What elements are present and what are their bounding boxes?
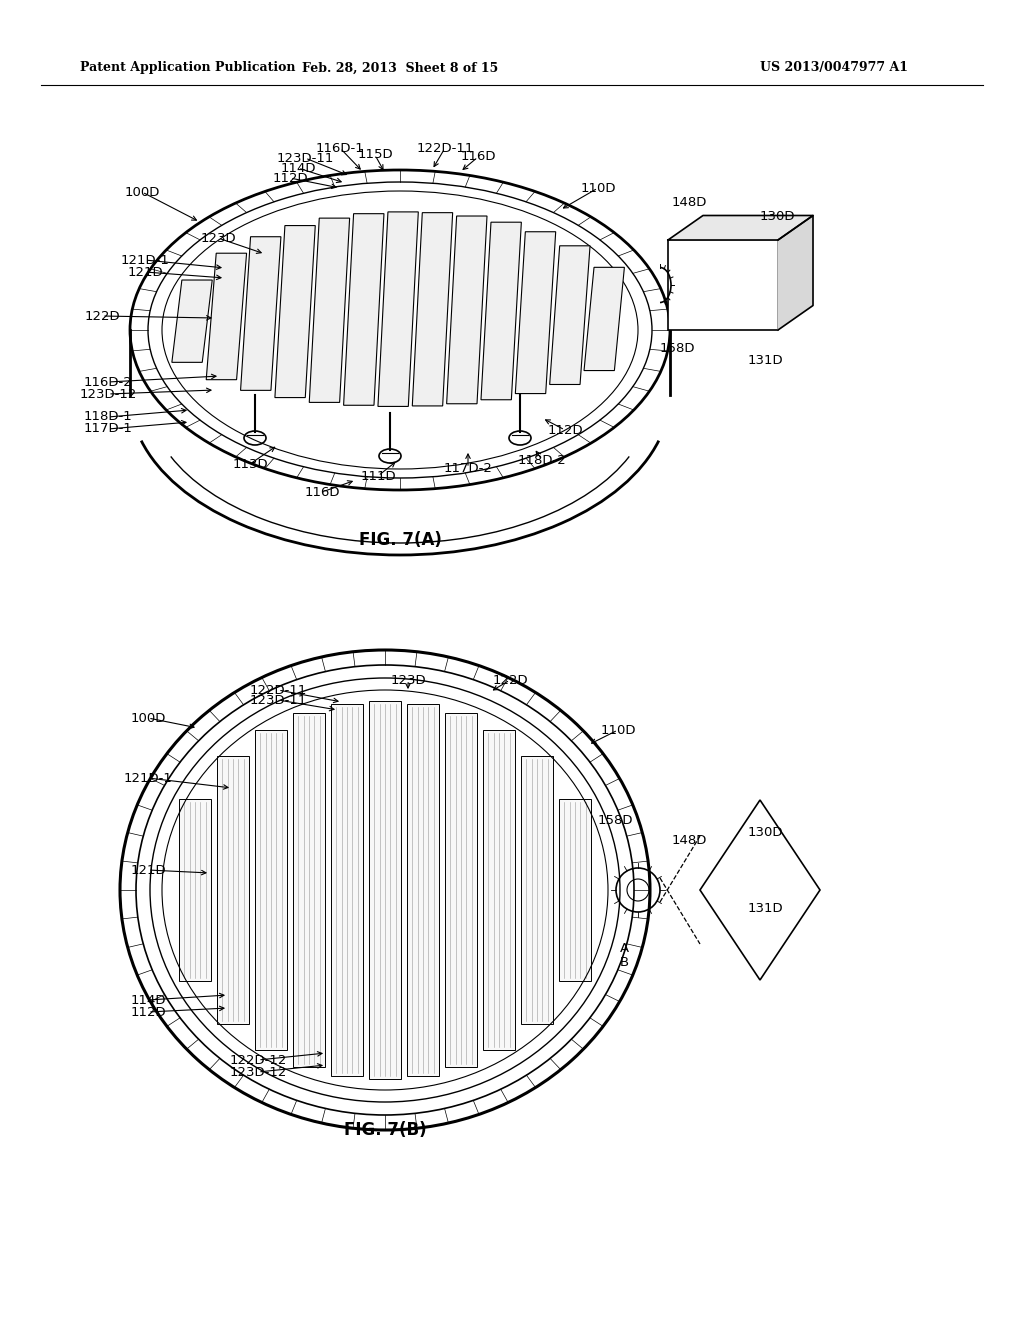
Polygon shape <box>446 216 487 404</box>
Polygon shape <box>344 214 384 405</box>
Text: 158D: 158D <box>598 813 634 826</box>
Text: 121D-1: 121D-1 <box>124 771 172 784</box>
Text: 122D-11: 122D-11 <box>249 684 306 697</box>
Text: 131D: 131D <box>748 354 783 367</box>
Text: 131D: 131D <box>748 902 783 915</box>
Text: 116D: 116D <box>460 150 496 164</box>
Polygon shape <box>700 800 820 979</box>
Text: US 2013/0047977 A1: US 2013/0047977 A1 <box>760 62 908 74</box>
Text: 121D-1: 121D-1 <box>121 253 169 267</box>
Polygon shape <box>217 755 249 1024</box>
Polygon shape <box>483 730 515 1051</box>
Text: 130D: 130D <box>760 210 796 223</box>
Text: 148D: 148D <box>672 833 708 846</box>
Text: 116D-1: 116D-1 <box>315 141 365 154</box>
Polygon shape <box>172 280 212 362</box>
Text: 158D: 158D <box>660 342 695 355</box>
Text: 118D-2: 118D-2 <box>517 454 566 466</box>
Text: 116D-2: 116D-2 <box>84 375 132 388</box>
Polygon shape <box>369 701 401 1078</box>
Polygon shape <box>668 215 813 240</box>
Polygon shape <box>293 713 325 1067</box>
Text: 122D-11: 122D-11 <box>417 141 474 154</box>
Text: 118D-1: 118D-1 <box>84 411 132 424</box>
Polygon shape <box>407 704 439 1076</box>
Text: 113D: 113D <box>232 458 268 470</box>
Text: 114D: 114D <box>281 161 315 174</box>
Text: 121D: 121D <box>130 863 166 876</box>
Text: 122D: 122D <box>493 673 527 686</box>
Polygon shape <box>309 218 349 403</box>
Text: 130D: 130D <box>748 825 783 838</box>
Polygon shape <box>241 236 281 391</box>
Polygon shape <box>413 213 453 407</box>
Text: 112D: 112D <box>130 1006 166 1019</box>
Text: 123D-11: 123D-11 <box>276 152 334 165</box>
Polygon shape <box>584 268 625 371</box>
Text: 123D: 123D <box>390 673 426 686</box>
Text: A: A <box>620 941 629 954</box>
Text: 100D: 100D <box>124 186 160 198</box>
Text: 112D: 112D <box>272 172 308 185</box>
Text: 117D-2: 117D-2 <box>443 462 493 474</box>
Text: Feb. 28, 2013  Sheet 8 of 15: Feb. 28, 2013 Sheet 8 of 15 <box>302 62 498 74</box>
Polygon shape <box>179 799 211 981</box>
Text: 123D-11: 123D-11 <box>249 693 306 706</box>
Polygon shape <box>515 232 556 393</box>
Polygon shape <box>550 246 590 384</box>
Text: 123D-12: 123D-12 <box>229 1065 287 1078</box>
Text: 123D: 123D <box>200 231 236 244</box>
Polygon shape <box>559 799 591 981</box>
Text: 114D: 114D <box>130 994 166 1006</box>
Polygon shape <box>668 240 778 330</box>
Polygon shape <box>255 730 287 1051</box>
Polygon shape <box>331 704 362 1076</box>
Polygon shape <box>206 253 247 380</box>
Text: 115D: 115D <box>357 149 393 161</box>
Text: 117D-1: 117D-1 <box>84 422 132 436</box>
Text: 116D: 116D <box>304 486 340 499</box>
Text: 110D: 110D <box>600 723 636 737</box>
Text: 122D-12: 122D-12 <box>229 1053 287 1067</box>
Text: 122D: 122D <box>84 309 120 322</box>
Text: 112D: 112D <box>547 424 583 437</box>
Text: Patent Application Publication: Patent Application Publication <box>80 62 296 74</box>
Polygon shape <box>778 215 813 330</box>
Text: 100D: 100D <box>130 711 166 725</box>
Polygon shape <box>378 213 419 407</box>
Polygon shape <box>274 226 315 397</box>
Text: 123D-12: 123D-12 <box>79 388 136 400</box>
Polygon shape <box>521 755 553 1024</box>
Text: B: B <box>620 956 629 969</box>
Text: 110D: 110D <box>581 181 615 194</box>
Text: 111D: 111D <box>360 470 396 483</box>
Polygon shape <box>445 713 477 1067</box>
Text: 148D: 148D <box>672 195 708 209</box>
Polygon shape <box>481 222 521 400</box>
Text: FIG. 7(B): FIG. 7(B) <box>344 1121 426 1139</box>
Text: FIG. 7(A): FIG. 7(A) <box>358 531 441 549</box>
Text: 121D: 121D <box>127 265 163 279</box>
